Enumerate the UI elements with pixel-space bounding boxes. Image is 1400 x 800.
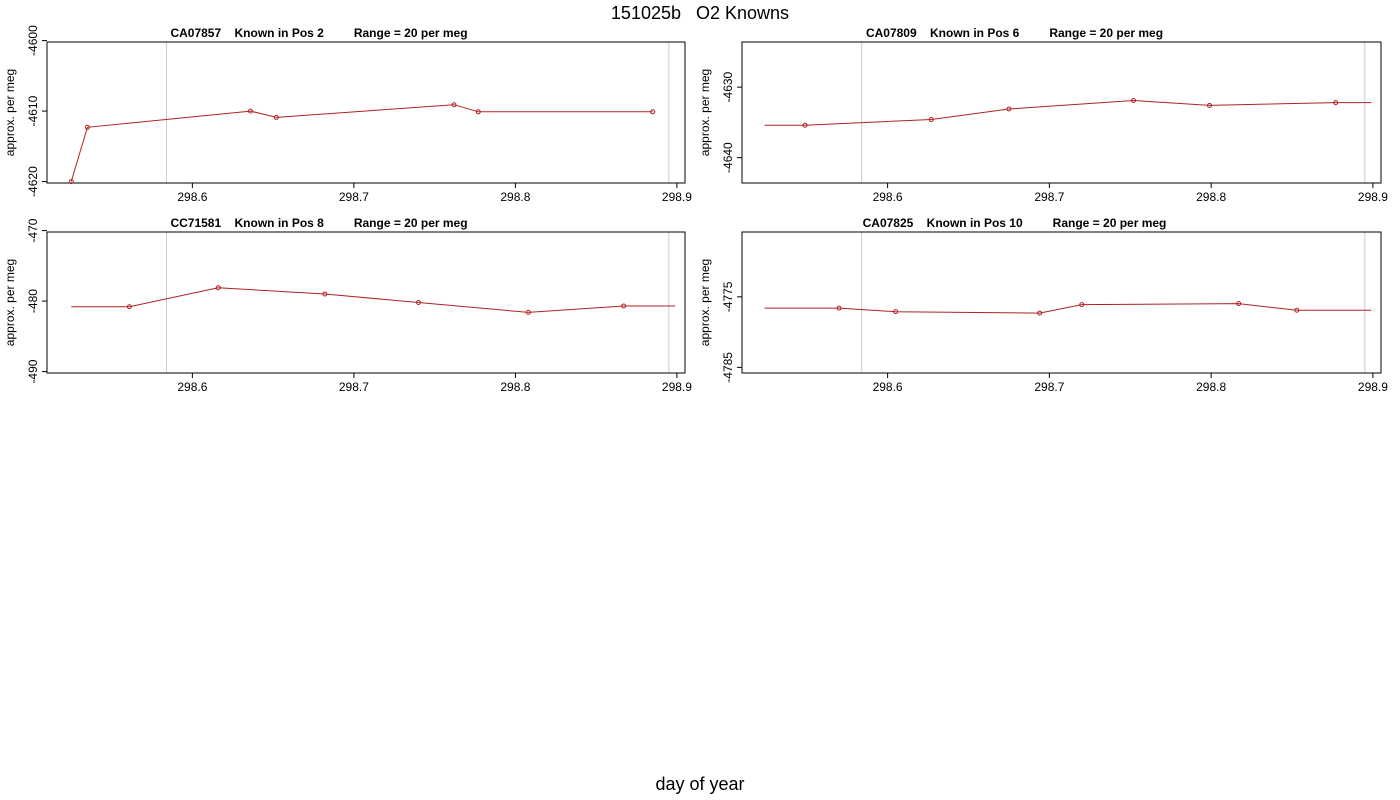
panel-4-y-tick-label: -4785 xyxy=(721,352,735,383)
panel-4-title: CA07825 Known in Pos 10 Range = 20 per m… xyxy=(863,216,1167,230)
panel-1-x-tick-label: 298.7 xyxy=(339,190,369,204)
panel-3-data-point xyxy=(322,291,328,297)
panel-2-series-line xyxy=(764,99,1372,126)
panel-3-x-tick-label: 298.7 xyxy=(339,380,369,394)
panel-3-frame xyxy=(46,231,686,374)
panel-2-frame xyxy=(741,41,1382,184)
panel-2-x-tick-label: 298.6 xyxy=(873,190,903,204)
panel-1-data-point xyxy=(273,114,279,120)
panel-3-data-point xyxy=(621,303,627,309)
panel-4-data-point xyxy=(836,305,842,311)
panel-1-y-tick-label: -4610 xyxy=(26,95,40,126)
panel-1-y-axis-label: approx. per meg xyxy=(3,69,17,156)
panel-3-data-point xyxy=(415,300,421,305)
panel-1-data-point xyxy=(248,108,254,114)
panel-1-data-point xyxy=(84,124,90,130)
panel-4-x-tick-label: 298.7 xyxy=(1034,380,1064,394)
panel-3-y-tick-label: -480 xyxy=(26,289,40,313)
panel-3-data-point xyxy=(126,304,132,310)
panel-1-data-point xyxy=(451,102,457,108)
panel-2-data-point xyxy=(1006,106,1012,112)
panel-1-frame xyxy=(46,41,686,184)
panel-4-data-point xyxy=(1236,301,1242,307)
panel-3-y-tick-label: -470 xyxy=(26,218,40,242)
panel-3-data-point xyxy=(215,285,221,291)
panel-1-title: CA07857 Known in Pos 2 Range = 20 per me… xyxy=(170,26,467,40)
panel-2-data-point xyxy=(802,122,808,128)
panel-4-series-line xyxy=(764,303,1372,314)
panel-1-series-line xyxy=(70,104,653,182)
panel-3-y-axis-label: approx. per meg xyxy=(3,259,17,346)
panel-4-data-point xyxy=(1294,307,1300,313)
panel-4-data-point xyxy=(1037,310,1043,316)
panel-4-x-tick-label: 298.8 xyxy=(1196,380,1226,394)
panel-4-frame xyxy=(741,231,1382,374)
panel-2-y-tick-label: -4630 xyxy=(721,71,735,102)
panel-2-title: CA07809 Known in Pos 6 Range = 20 per me… xyxy=(866,26,1163,40)
panel-1-x-tick-label: 298.6 xyxy=(177,190,207,204)
panel-4-x-tick-label: 298.6 xyxy=(873,380,903,394)
panel-1-data-point xyxy=(68,179,74,185)
panel-1-y-tick-label: -4620 xyxy=(26,166,40,197)
panel-3-x-tick-label: 298.6 xyxy=(177,380,207,394)
panel-3-title: CC71581 Known in Pos 8 Range = 20 per me… xyxy=(170,216,467,230)
panel-3-series-line xyxy=(71,287,676,313)
panel-4-y-tick-label: -4775 xyxy=(721,281,735,312)
panel-4-data-point xyxy=(893,309,899,315)
panel-2-data-point xyxy=(1130,98,1136,104)
panel-4-x-tick-label: 298.9 xyxy=(1358,380,1388,394)
panel-2-x-tick-label: 298.9 xyxy=(1358,190,1388,204)
panel-3-y-tick-label: -490 xyxy=(26,359,40,383)
panel-2-data-point xyxy=(1333,100,1339,106)
panel-1-x-tick-label: 298.8 xyxy=(500,190,530,204)
panel-3-x-tick-label: 298.9 xyxy=(662,380,692,394)
panel-2-x-tick-label: 298.7 xyxy=(1034,190,1064,204)
panel-2-data-point xyxy=(1207,102,1213,108)
panel-2-x-tick-label: 298.8 xyxy=(1196,190,1226,204)
panel-1-x-tick-label: 298.9 xyxy=(662,190,692,204)
panel-4-data-point xyxy=(1079,302,1085,308)
panel-2-data-point xyxy=(928,117,934,123)
panel-1-y-tick-label: -4600 xyxy=(26,25,40,56)
panel-2-y-axis-label: approx. per meg xyxy=(698,69,712,156)
chart-title: 151025b O2 Knowns xyxy=(610,3,790,23)
panel-3-data-point xyxy=(525,309,531,315)
panel-3-x-tick-label: 298.8 xyxy=(500,380,530,394)
panel-1-data-point xyxy=(475,109,481,115)
x-axis-label: day of year xyxy=(655,774,745,794)
panel-4-y-axis-label: approx. per meg xyxy=(698,259,712,346)
panel-1-data-point xyxy=(650,109,656,115)
panel-2-y-tick-label: -4640 xyxy=(721,142,735,173)
